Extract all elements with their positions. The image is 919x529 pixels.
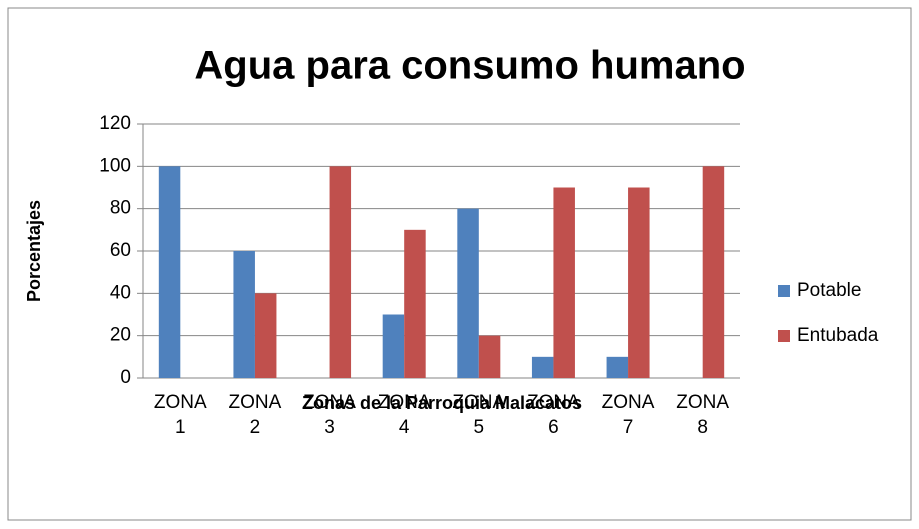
bar bbox=[606, 356, 629, 378]
x-tick-label: ZONA 7 bbox=[601, 392, 655, 438]
chart-title: Agua para consumo humano bbox=[194, 44, 745, 88]
bar bbox=[531, 356, 554, 378]
y-tick-label: 0 bbox=[120, 367, 131, 388]
x-tick-label: ZONA 2 bbox=[228, 392, 282, 438]
bar bbox=[329, 166, 352, 378]
y-axis-label: Porcentajes bbox=[24, 200, 44, 302]
bar bbox=[553, 187, 575, 378]
bar bbox=[382, 314, 405, 378]
x-tick-label: ZONA 8 bbox=[676, 392, 730, 438]
y-tick-label: 60 bbox=[110, 240, 131, 261]
bar bbox=[478, 335, 501, 378]
legend-swatch bbox=[778, 330, 790, 342]
y-tick-label: 40 bbox=[110, 282, 131, 303]
legend-label: Potable bbox=[797, 280, 861, 301]
x-tick-label: ZONA 3 bbox=[303, 392, 356, 438]
y-tick-label: 20 bbox=[110, 325, 131, 346]
bar bbox=[158, 166, 181, 378]
x-tick-label: ZONA 4 bbox=[377, 392, 431, 438]
y-tick-label: 100 bbox=[99, 155, 131, 176]
bar bbox=[702, 166, 725, 378]
legend-label: Entubada bbox=[797, 325, 879, 346]
bar bbox=[628, 187, 650, 378]
legend-swatch bbox=[778, 285, 790, 297]
x-axis-label: Zonas de la Parroquia Malacatos bbox=[302, 393, 582, 413]
bar bbox=[457, 208, 479, 378]
bar bbox=[404, 229, 426, 378]
y-tick-label: 120 bbox=[99, 113, 131, 134]
x-tick-label: ZONA 6 bbox=[527, 392, 580, 438]
bar bbox=[254, 293, 277, 378]
y-tick-label: 80 bbox=[110, 198, 131, 219]
x-tick-label: ZONA 1 bbox=[153, 392, 207, 438]
x-tick-label: ZONA 5 bbox=[452, 392, 506, 438]
bar bbox=[233, 251, 255, 378]
